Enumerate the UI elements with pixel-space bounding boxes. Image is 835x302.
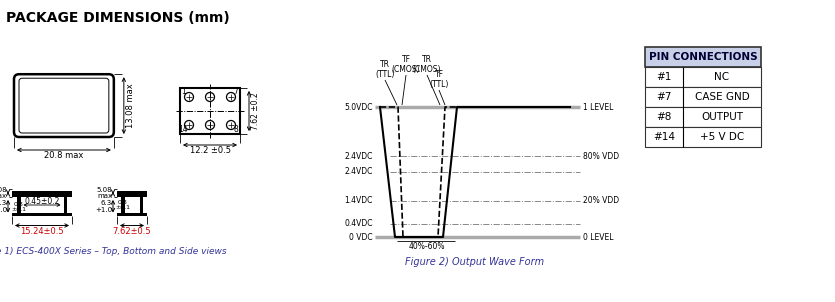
Bar [17,197,21,213]
Text: 20.8 max: 20.8 max [44,151,84,160]
Bar [645,127,761,147]
Bar [117,213,147,216]
Text: #8: #8 [656,112,671,122]
Bar [645,87,761,107]
Text: 15.24±0.5: 15.24±0.5 [20,226,63,236]
Text: 8: 8 [234,126,238,134]
Bar [645,67,761,87]
Text: 20% VDD: 20% VDD [583,196,619,205]
Text: #14: #14 [653,132,675,142]
Text: 1 LEVEL: 1 LEVEL [583,102,614,111]
Bar [121,197,124,213]
Text: 0.4VDC: 0.4VDC [345,220,373,229]
Text: 6.3
+1.0: 6.3 +1.0 [95,200,112,213]
Text: Figure 2) Output Wave Form: Figure 2) Output Wave Form [406,257,544,267]
Text: 1.4VDC: 1.4VDC [345,196,373,205]
Text: PACKAGE DIMENSIONS (mm): PACKAGE DIMENSIONS (mm) [6,11,230,25]
Text: 2.4VDC: 2.4VDC [345,152,373,161]
Text: PIN CONNECTIONS: PIN CONNECTIONS [649,52,757,62]
Bar [12,213,72,216]
Bar [645,47,761,67]
Text: 7: 7 [234,88,239,97]
Text: 40%-60%: 40%-60% [409,242,445,251]
Text: 12.2 ±0.5: 12.2 ±0.5 [190,146,230,155]
Text: 5.0VDC: 5.0VDC [345,102,373,111]
Bar [645,107,761,127]
Text: #1: #1 [656,72,671,82]
Text: TF
(CMOS): TF (CMOS) [392,55,420,74]
Text: 0 LEVEL: 0 LEVEL [583,233,614,242]
Bar [117,191,147,197]
Text: 0.8
±0.1: 0.8 ±0.1 [115,200,130,210]
Text: 6.3
+1.0: 6.3 +1.0 [0,200,7,213]
Text: OUTPUT: OUTPUT [701,112,743,122]
Text: TR
(TTL): TR (TTL) [375,59,395,79]
Text: 2.4VDC: 2.4VDC [345,168,373,176]
Text: +5 V DC: +5 V DC [700,132,744,142]
Text: TF
(TTL): TF (TTL) [429,69,448,89]
Text: #7: #7 [656,92,671,102]
Text: 0.45±0.2: 0.45±0.2 [24,198,59,207]
Bar [180,88,240,134]
Text: 80% VDD: 80% VDD [583,152,619,161]
Bar [139,197,143,213]
Text: 5.08
max: 5.08 max [96,187,112,200]
Text: TR
(CMOS): TR (CMOS) [412,55,441,74]
Text: 5.08
max: 5.08 max [0,187,7,200]
Text: 0.8
±0.1: 0.8 ±0.1 [11,202,26,212]
Bar [12,191,72,197]
Text: 1: 1 [182,88,186,97]
Text: NC: NC [715,72,730,82]
Text: 7.62±0.5: 7.62±0.5 [113,226,151,236]
Text: 14: 14 [178,126,188,134]
Text: Figure 1) ECS-400X Series – Top, Bottom and Side views: Figure 1) ECS-400X Series – Top, Bottom … [0,247,227,256]
Text: 13.08 max: 13.08 max [126,83,134,128]
Bar [63,197,67,213]
Text: 7.62 ±0.2: 7.62 ±0.2 [251,92,260,130]
Text: CASE GND: CASE GND [695,92,749,102]
Text: 0 VDC: 0 VDC [349,233,373,242]
